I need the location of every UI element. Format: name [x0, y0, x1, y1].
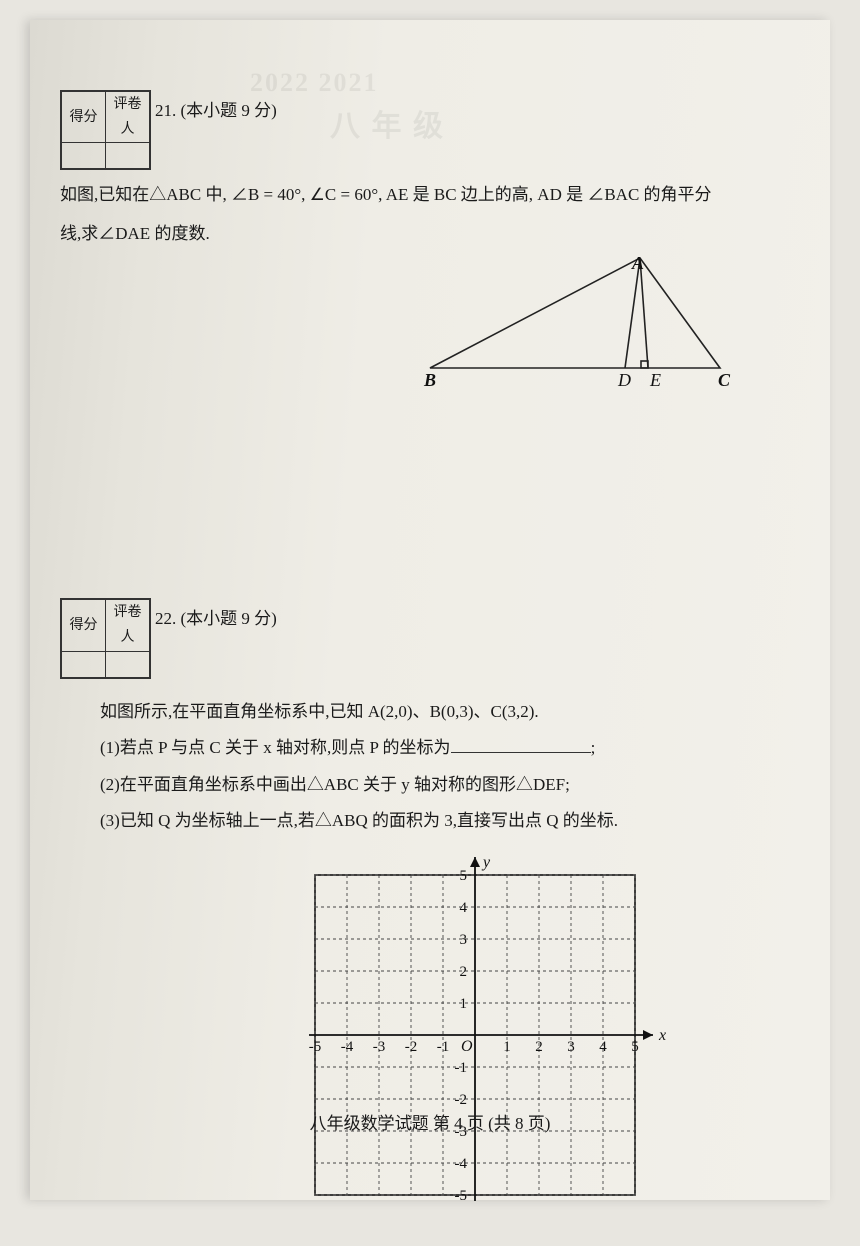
q22-figure: xyO-5-4-3-2-11234512345-1-2-3-4-5: [60, 855, 790, 1246]
q22-intro: 如图所示,在平面直角坐标系中,已知 A(2,0)、B(0,3)、C(3,2).: [100, 697, 790, 728]
svg-text:3: 3: [567, 1039, 575, 1055]
svg-text:4: 4: [599, 1039, 607, 1055]
svg-text:O: O: [461, 1038, 473, 1055]
work-space: [60, 408, 790, 598]
q22-part3: (3)已知 Q 为坐标轴上一点,若△ABQ 的面积为 3,直接写出点 Q 的坐标…: [100, 806, 790, 837]
score-cell: [62, 651, 106, 677]
svg-text:4: 4: [460, 900, 468, 916]
svg-text:2: 2: [535, 1039, 543, 1055]
q22-part2: (2)在平面直角坐标系中画出△ABC 关于 y 轴对称的图形△DEF;: [100, 770, 790, 801]
q22-part1: (1)若点 P 与点 C 关于 x 轴对称,则点 P 的坐标为;: [100, 733, 790, 764]
svg-text:2: 2: [460, 964, 468, 980]
svg-text:-2: -2: [405, 1039, 418, 1055]
answer-blank: [451, 734, 591, 753]
svg-text:1: 1: [503, 1039, 511, 1055]
svg-text:-4: -4: [341, 1039, 354, 1055]
question-22-header: 得分 评卷人 22. (本小题 9 分): [60, 598, 790, 678]
grader-cell: [106, 143, 150, 169]
question-21-header: 得分 评卷人 21. (本小题 9 分): [60, 90, 790, 170]
svg-text:y: y: [481, 855, 491, 871]
coordinate-grid-svg: xyO-5-4-3-2-11234512345-1-2-3-4-5: [275, 855, 695, 1235]
svg-text:-1: -1: [455, 1060, 468, 1076]
score-hdr-right: 评卷人: [106, 600, 150, 651]
q22-label: 22. (本小题 9 分): [155, 598, 277, 635]
grader-cell: [106, 651, 150, 677]
vertex-E: E: [649, 370, 661, 390]
q22-part1-pre: (1)若点 P 与点 C 关于 x 轴对称,则点 P 的坐标为: [100, 738, 451, 757]
score-hdr-left: 得分: [62, 600, 106, 651]
svg-text:5: 5: [631, 1039, 639, 1055]
score-cell: [62, 143, 106, 169]
exam-page: 2022 2021 八 年 级 得分 评卷人 21. (本小题 9 分) 如图,…: [30, 20, 830, 1200]
svg-text:-5: -5: [309, 1039, 322, 1055]
score-box: 得分 评卷人: [60, 90, 151, 170]
q21-text-line2: 线,求∠DAE 的度数.: [60, 219, 790, 250]
q22-part1-post: ;: [591, 738, 596, 757]
svg-text:-5: -5: [455, 1188, 468, 1204]
svg-text:-2: -2: [455, 1092, 468, 1108]
svg-text:-1: -1: [437, 1039, 450, 1055]
svg-text:-3: -3: [373, 1039, 386, 1055]
page-footer: 八年级数学试题 第 4 页 (共 8 页): [30, 1109, 830, 1140]
vertex-D: D: [617, 370, 631, 390]
svg-text:5: 5: [460, 868, 468, 884]
q21-text-line1: 如图,已知在△ABC 中, ∠B = 40°, ∠C = 60°, AE 是 B…: [60, 180, 790, 211]
svg-text:-4: -4: [455, 1156, 468, 1172]
score-hdr-left: 得分: [62, 92, 106, 143]
vertex-A: A: [631, 252, 644, 272]
q21-figure: A B C D E: [60, 248, 790, 409]
svg-text:x: x: [658, 1027, 666, 1044]
score-box: 得分 评卷人: [60, 598, 151, 678]
svg-text:1: 1: [460, 996, 468, 1012]
svg-text:3: 3: [460, 932, 468, 948]
triangle-svg: A B C D E: [420, 248, 750, 398]
score-hdr-right: 评卷人: [106, 92, 150, 143]
vertex-C: C: [718, 370, 731, 390]
q21-label: 21. (本小题 9 分): [155, 90, 277, 127]
vertex-B: B: [423, 370, 436, 390]
